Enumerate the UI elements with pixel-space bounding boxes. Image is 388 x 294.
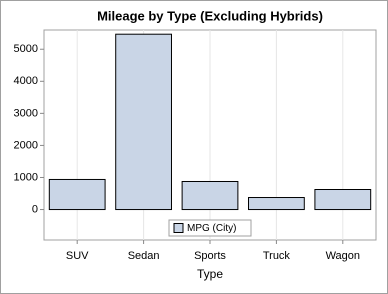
y-tick-label: 0 <box>32 203 38 215</box>
bar <box>48 178 106 211</box>
x-tick-label: SUV <box>66 250 89 262</box>
x-tick-label: Truck <box>263 250 291 262</box>
x-tick-label: Sedan <box>128 250 160 262</box>
x-tick-label: Sports <box>194 250 226 262</box>
x-tick-label: Wagon <box>326 250 360 262</box>
bar <box>314 189 372 211</box>
bar <box>115 33 172 211</box>
y-tick-label: 1000 <box>14 171 38 183</box>
y-tick-label: 5000 <box>14 43 38 55</box>
y-tick-label: 3000 <box>14 107 38 119</box>
legend-swatch <box>173 223 184 233</box>
chart-title: Mileage by Type (Excluding Hybrids) <box>97 8 323 23</box>
bar <box>181 180 239 211</box>
x-axis-label: Type <box>197 267 223 281</box>
y-tick-label: 2000 <box>14 139 38 151</box>
bar <box>248 197 305 211</box>
legend-label: MPG (City) <box>187 223 236 234</box>
legend-box <box>168 219 252 237</box>
y-tick-label: 4000 <box>14 75 38 87</box>
